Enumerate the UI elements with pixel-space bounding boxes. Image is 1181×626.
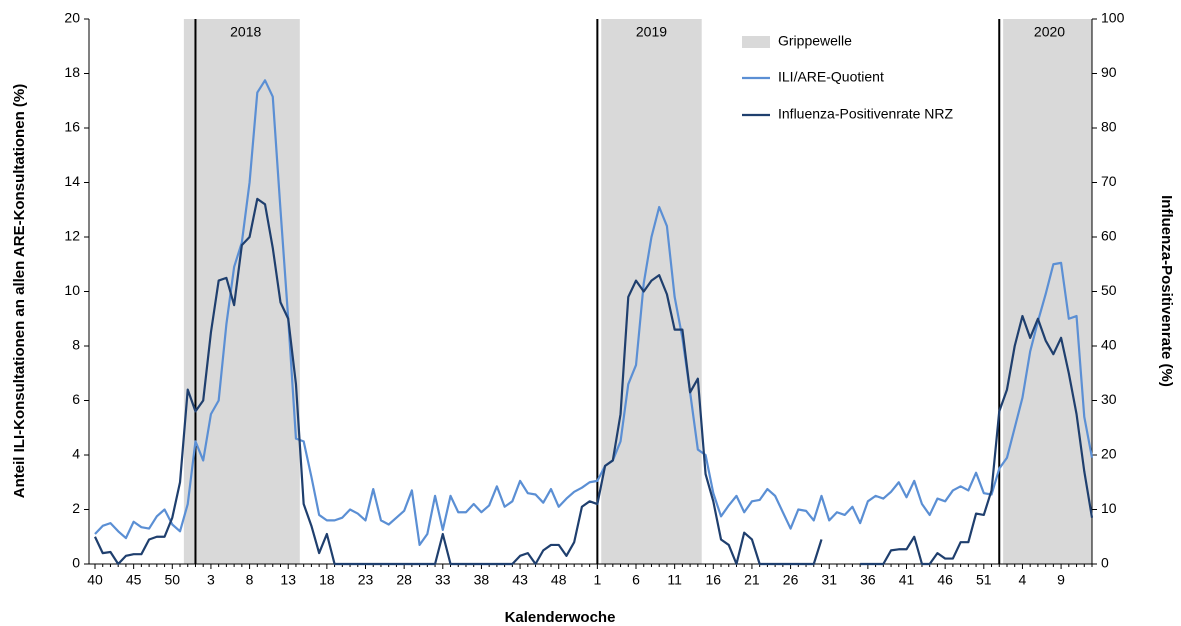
x-tick-label: 48 xyxy=(551,572,567,588)
x-tick-label: 46 xyxy=(937,572,953,588)
y-tick-label: 2 xyxy=(72,500,80,516)
x-tick-label: 11 xyxy=(667,572,682,588)
x-tick-label: 43 xyxy=(512,572,528,588)
x-tick-label: 23 xyxy=(358,572,374,588)
y-axis-title: Anteil ILI-Konsultationen an allen ARE-K… xyxy=(11,84,28,498)
series-line xyxy=(94,197,1094,566)
x-tick-label: 16 xyxy=(706,572,722,588)
x-tick-label: 21 xyxy=(744,572,760,588)
series-line xyxy=(94,79,1094,547)
x-tick-label: 51 xyxy=(976,572,992,588)
y2-tick-label: 60 xyxy=(1101,228,1117,244)
flu-wave-band xyxy=(183,19,300,564)
y-tick-label: 8 xyxy=(72,337,80,353)
y-tick-label: 4 xyxy=(72,446,80,462)
x-tick-label: 40 xyxy=(87,572,103,588)
y-tick-label: 16 xyxy=(64,119,80,135)
x-tick-label: 1 xyxy=(593,572,601,588)
x-tick-label: 41 xyxy=(899,572,915,588)
y2-axis-title: Influenza-Positivenrate (%) xyxy=(1158,195,1175,387)
flu-wave-band xyxy=(1003,19,1092,564)
year-label: 2018 xyxy=(230,24,261,40)
x-tick-label: 33 xyxy=(435,572,451,588)
legend-label: Grippewelle xyxy=(778,33,852,49)
x-tick-label: 3 xyxy=(207,572,215,588)
y2-tick-label: 40 xyxy=(1101,337,1117,353)
y2-tick-label: 80 xyxy=(1101,119,1117,135)
x-tick-label: 13 xyxy=(280,572,296,588)
x-tick-label: 38 xyxy=(474,572,490,588)
flu-wave-band xyxy=(601,19,702,564)
y2-tick-label: 30 xyxy=(1101,391,1117,407)
x-tick-label: 45 xyxy=(126,572,142,588)
x-tick-label: 9 xyxy=(1057,572,1065,588)
y2-tick-label: 90 xyxy=(1101,64,1117,80)
y-tick-label: 10 xyxy=(64,282,80,298)
x-tick-label: 36 xyxy=(860,572,876,588)
y-tick-label: 18 xyxy=(64,64,80,80)
y-tick-label: 20 xyxy=(64,10,80,26)
x-tick-label: 50 xyxy=(164,572,180,588)
y-tick-label: 14 xyxy=(64,173,80,189)
y-tick-label: 6 xyxy=(72,391,80,407)
y-tick-label: 12 xyxy=(64,228,80,244)
x-tick-label: 4 xyxy=(1019,572,1027,588)
x-tick-label: 31 xyxy=(821,572,837,588)
year-label: 2020 xyxy=(1034,24,1065,40)
x-tick-label: 26 xyxy=(783,572,799,588)
legend-label: ILI/ARE-Quotient xyxy=(778,69,884,85)
y2-tick-label: 10 xyxy=(1101,500,1117,516)
legend-label: Influenza-Positivenrate NRZ xyxy=(778,106,954,122)
y2-tick-label: 70 xyxy=(1101,173,1117,189)
legend-swatch xyxy=(742,36,770,48)
x-tick-label: 6 xyxy=(632,572,640,588)
x-tick-label: 28 xyxy=(396,572,412,588)
y-tick-label: 0 xyxy=(72,555,80,571)
year-label: 2019 xyxy=(636,24,667,40)
y2-tick-label: 20 xyxy=(1101,446,1117,462)
y2-tick-label: 100 xyxy=(1101,10,1125,26)
x-axis-title: Kalenderwoche xyxy=(505,609,616,626)
x-tick-label: 18 xyxy=(319,572,335,588)
x-tick-label: 8 xyxy=(246,572,254,588)
y2-tick-label: 0 xyxy=(1101,555,1109,571)
y2-tick-label: 50 xyxy=(1101,282,1117,298)
